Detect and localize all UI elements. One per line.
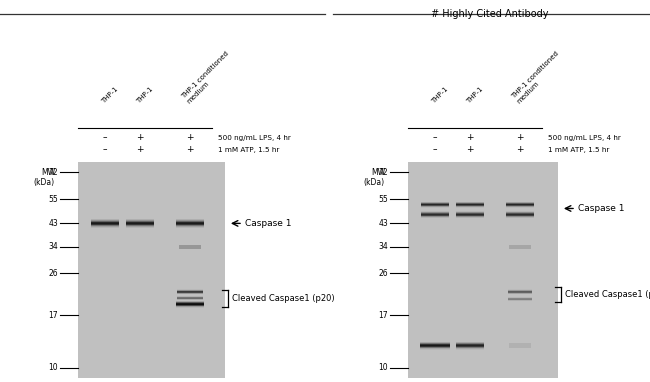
Text: # Highly Cited Antibody: # Highly Cited Antibody [431, 9, 549, 19]
Bar [509, 244, 531, 249]
Text: 55: 55 [48, 194, 58, 204]
Text: 34: 34 [378, 242, 388, 251]
Text: MW
(kDa): MW (kDa) [364, 168, 385, 188]
Text: 55: 55 [378, 194, 388, 204]
Text: +: + [136, 133, 144, 142]
Text: 500 ng/mL LPS, 4 hr: 500 ng/mL LPS, 4 hr [218, 135, 291, 141]
Text: 72: 72 [378, 168, 388, 177]
Text: +: + [516, 146, 524, 154]
Text: THP-1: THP-1 [466, 86, 484, 105]
Text: +: + [187, 133, 194, 142]
Bar [179, 244, 201, 249]
Bar [509, 343, 531, 348]
Text: 10: 10 [48, 363, 58, 372]
Bar [408, 162, 558, 378]
Text: –: – [103, 146, 107, 154]
Text: –: – [433, 146, 437, 154]
Text: +: + [466, 146, 474, 154]
Text: Caspase 1: Caspase 1 [578, 204, 625, 213]
Text: MW
(kDa): MW (kDa) [34, 168, 55, 188]
Text: 26: 26 [378, 269, 388, 278]
Text: 1 mM ATP, 1.5 hr: 1 mM ATP, 1.5 hr [218, 147, 280, 153]
Text: Caspase 1: Caspase 1 [245, 219, 291, 228]
Text: 500 ng/mL LPS, 4 hr: 500 ng/mL LPS, 4 hr [548, 135, 621, 141]
Text: THP-1: THP-1 [101, 86, 120, 105]
Text: +: + [516, 133, 524, 142]
Text: 43: 43 [48, 219, 58, 228]
Text: Cleaved Caspase1 (p20): Cleaved Caspase1 (p20) [232, 294, 335, 303]
Text: THP-1: THP-1 [136, 86, 155, 105]
Text: +: + [187, 146, 194, 154]
Text: 10: 10 [378, 363, 388, 372]
Text: 17: 17 [378, 311, 388, 320]
Text: 1 mM ATP, 1.5 hr: 1 mM ATP, 1.5 hr [548, 147, 610, 153]
Text: +: + [466, 133, 474, 142]
Text: 26: 26 [48, 269, 58, 278]
Text: 17: 17 [48, 311, 58, 320]
Text: THP-1 conditioned
medium: THP-1 conditioned medium [181, 51, 235, 105]
Text: Cleaved Caspase1 (p20): Cleaved Caspase1 (p20) [565, 290, 650, 299]
Text: 72: 72 [48, 168, 58, 177]
Text: 43: 43 [378, 219, 388, 228]
Text: –: – [103, 133, 107, 142]
Bar [78, 162, 225, 378]
Text: –: – [433, 133, 437, 142]
Text: +: + [136, 146, 144, 154]
Text: THP-1: THP-1 [431, 86, 450, 105]
Text: THP-1 conditioned
medium: THP-1 conditioned medium [511, 51, 565, 105]
Text: 34: 34 [48, 242, 58, 251]
